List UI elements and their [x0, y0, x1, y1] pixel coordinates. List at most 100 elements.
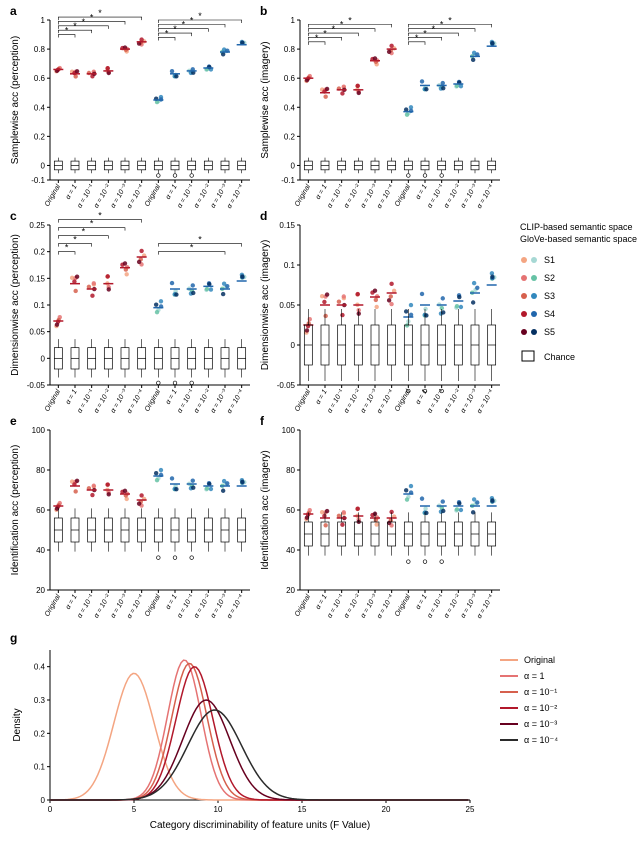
- svg-text:Original: Original: [144, 593, 162, 618]
- svg-text:α = 10⁻⁴: α = 10⁻⁴: [376, 184, 395, 210]
- svg-text:*: *: [90, 12, 94, 22]
- svg-text:0.2: 0.2: [34, 132, 46, 141]
- svg-text:10: 10: [214, 805, 223, 814]
- svg-text:α = 1: α = 1: [165, 593, 179, 610]
- svg-text:*: *: [423, 28, 427, 38]
- svg-text:*: *: [165, 28, 169, 38]
- panel-e: 20406080100Identification acc (perceptio…: [10, 414, 250, 620]
- svg-text:Samplewise acc (perception): Samplewise acc (perception): [10, 36, 21, 164]
- svg-text:*: *: [190, 243, 194, 253]
- svg-text:Original: Original: [44, 183, 62, 208]
- svg-text:α = 10⁻⁴: α = 10⁻⁴: [524, 735, 558, 745]
- svg-text:f: f: [260, 414, 265, 428]
- figure-svg: -0.1 0 0.2 0.4 0.6 0.8 1 Samplewise acc (percep…: [0, 0, 640, 848]
- svg-text:25: 25: [466, 805, 475, 814]
- svg-text:α = 10⁻⁴: α = 10⁻⁴: [126, 594, 145, 620]
- legend-subjects: CLIP-based semantic spaceGloVe-based sem…: [520, 222, 637, 362]
- svg-text:*: *: [440, 20, 444, 30]
- svg-text:0.3: 0.3: [34, 696, 46, 705]
- svg-text:α = 1: α = 1: [415, 183, 429, 200]
- svg-text:0.15: 0.15: [279, 221, 295, 230]
- svg-text:*: *: [98, 8, 102, 18]
- svg-text:100: 100: [32, 426, 46, 435]
- svg-text:*: *: [82, 227, 86, 237]
- svg-text:*: *: [198, 235, 202, 245]
- svg-text:S3: S3: [544, 291, 555, 301]
- svg-text:-0.05: -0.05: [27, 381, 46, 390]
- svg-text:α = 10⁻²: α = 10⁻²: [524, 703, 557, 713]
- svg-text:CLIP-based semantic space: CLIP-based semantic space: [520, 222, 633, 232]
- panel-b: -0.100.20.40.60.81Samplewise acc (imager…: [260, 4, 500, 210]
- svg-text:Identification acc (perception: Identification acc (perception): [10, 445, 21, 576]
- svg-text:0.2: 0.2: [34, 729, 46, 738]
- svg-text:20: 20: [382, 805, 391, 814]
- svg-text:*: *: [173, 24, 177, 34]
- svg-text:α = 1: α = 1: [65, 388, 79, 405]
- svg-text:0.05: 0.05: [29, 328, 45, 337]
- svg-text:α = 10⁻⁴: α = 10⁻⁴: [476, 594, 495, 620]
- svg-text:α = 10⁻⁴: α = 10⁻⁴: [376, 389, 395, 415]
- svg-text:α = 10⁻⁴: α = 10⁻⁴: [226, 184, 245, 210]
- svg-text:*: *: [340, 20, 344, 30]
- svg-text:a: a: [10, 4, 17, 18]
- svg-text:0: 0: [291, 161, 296, 170]
- svg-text:0.4: 0.4: [34, 663, 46, 672]
- svg-text:0.05: 0.05: [279, 301, 295, 310]
- svg-text:0.2: 0.2: [284, 132, 296, 141]
- svg-text:*: *: [415, 33, 419, 43]
- svg-text:α = 1: α = 1: [65, 183, 79, 200]
- svg-text:S4: S4: [544, 309, 555, 319]
- panel-g: 051015202500.10.20.30.4DensityCategory d…: [10, 631, 475, 831]
- svg-text:*: *: [65, 243, 69, 253]
- legend-density: Original α = 1 α = 10⁻¹ α = 10⁻² α = 10⁻³ α =…: [500, 655, 558, 745]
- svg-text:40: 40: [286, 546, 295, 555]
- svg-text:α = 10⁻⁴: α = 10⁻⁴: [226, 389, 245, 415]
- svg-text:b: b: [260, 4, 267, 18]
- svg-text:*: *: [82, 17, 86, 27]
- svg-text:α = 10⁻⁴: α = 10⁻⁴: [476, 184, 495, 210]
- svg-text:0.15: 0.15: [29, 274, 45, 283]
- svg-text:*: *: [348, 15, 352, 25]
- svg-text:α = 10⁻³: α = 10⁻³: [524, 719, 557, 729]
- svg-text:15: 15: [298, 805, 307, 814]
- svg-text:Original: Original: [294, 183, 312, 208]
- svg-text:-0.1: -0.1: [281, 176, 295, 185]
- svg-text:c: c: [10, 209, 17, 223]
- svg-text:*: *: [323, 28, 327, 38]
- svg-text:Samplewise acc (imagery): Samplewise acc (imagery): [260, 41, 271, 158]
- svg-text:0.6: 0.6: [284, 74, 296, 83]
- svg-text:α = 1: α = 1: [415, 593, 429, 610]
- svg-text:g: g: [10, 631, 17, 645]
- svg-text:0.1: 0.1: [284, 261, 296, 270]
- svg-text:α = 1: α = 1: [65, 593, 79, 610]
- svg-text:0: 0: [291, 341, 296, 350]
- svg-text:1: 1: [41, 16, 46, 25]
- svg-text:0.4: 0.4: [284, 103, 296, 112]
- svg-text:α = 10⁻⁴: α = 10⁻⁴: [126, 184, 145, 210]
- svg-text:α = 1: α = 1: [524, 671, 544, 681]
- svg-text:*: *: [332, 24, 336, 34]
- svg-text:α = 1: α = 1: [315, 388, 329, 405]
- svg-text:Original: Original: [44, 388, 62, 413]
- svg-text:Density: Density: [12, 708, 23, 741]
- svg-text:α = 10⁻¹: α = 10⁻¹: [524, 687, 557, 697]
- svg-text:-0.05: -0.05: [277, 381, 296, 390]
- svg-text:*: *: [315, 33, 319, 43]
- svg-text:0.8: 0.8: [34, 45, 46, 54]
- svg-text:5: 5: [132, 805, 137, 814]
- svg-text:0.4: 0.4: [34, 103, 46, 112]
- svg-text:*: *: [73, 235, 77, 245]
- panel-f: 20406080100Identification acc (imagery)f…: [260, 414, 500, 620]
- svg-text:Original: Original: [524, 655, 555, 665]
- svg-text:Original: Original: [294, 388, 312, 413]
- svg-text:Original: Original: [394, 183, 412, 208]
- svg-text:Chance: Chance: [544, 352, 575, 362]
- panel-a: -0.100.20.40.60.81Samplewise acc (percep…: [10, 4, 250, 210]
- svg-text:0: 0: [48, 805, 53, 814]
- svg-text:0.25: 0.25: [29, 221, 45, 230]
- svg-text:Original: Original: [44, 593, 62, 618]
- svg-text:-0.1: -0.1: [31, 176, 45, 185]
- svg-text:Original: Original: [294, 593, 312, 618]
- svg-text:*: *: [90, 219, 94, 229]
- svg-text:S2: S2: [544, 273, 555, 283]
